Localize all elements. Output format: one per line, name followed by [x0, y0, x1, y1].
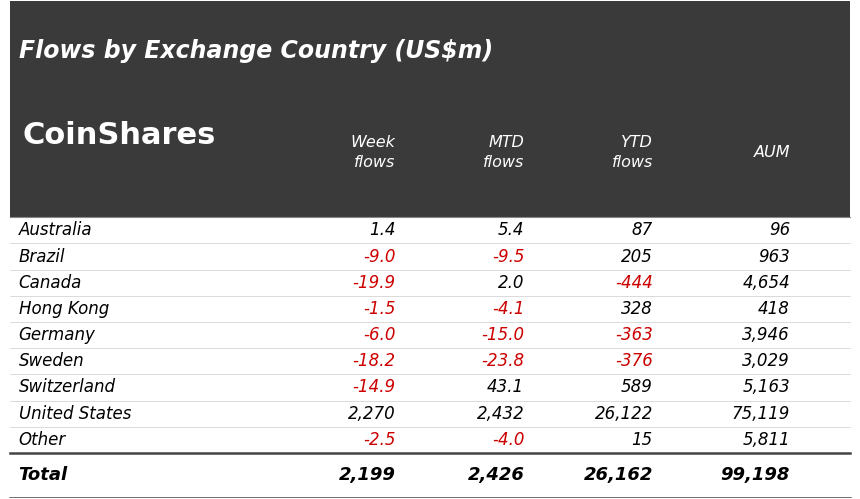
Text: 205: 205 — [621, 248, 653, 265]
Text: 2,270: 2,270 — [348, 405, 396, 423]
Text: Other: Other — [19, 431, 65, 449]
Text: Germany: Germany — [19, 326, 95, 344]
Text: -2.5: -2.5 — [363, 431, 396, 449]
Text: -1.5: -1.5 — [363, 300, 396, 318]
Text: -15.0: -15.0 — [481, 326, 525, 344]
Text: -6.0: -6.0 — [363, 326, 396, 344]
Text: -9.5: -9.5 — [492, 248, 525, 265]
Text: 15: 15 — [631, 431, 653, 449]
Text: AUM: AUM — [753, 145, 790, 160]
Text: United States: United States — [19, 405, 131, 423]
Text: 2,426: 2,426 — [468, 466, 525, 485]
Text: 96: 96 — [769, 222, 790, 240]
Text: 26,122: 26,122 — [594, 405, 653, 423]
Text: 589: 589 — [621, 378, 653, 397]
Text: 4,654: 4,654 — [742, 274, 790, 292]
Text: 5.4: 5.4 — [498, 222, 525, 240]
Text: 75,119: 75,119 — [732, 405, 790, 423]
Text: -18.2: -18.2 — [353, 352, 396, 370]
Text: -23.8: -23.8 — [481, 352, 525, 370]
Text: 43.1: 43.1 — [487, 378, 525, 397]
Text: Switzerland: Switzerland — [19, 378, 115, 397]
Text: Flows by Exchange Country (US$m): Flows by Exchange Country (US$m) — [19, 38, 493, 62]
Text: -14.9: -14.9 — [353, 378, 396, 397]
Text: 3,029: 3,029 — [742, 352, 790, 370]
Text: YTD
flows: YTD flows — [611, 135, 653, 170]
Text: 1.4: 1.4 — [369, 222, 396, 240]
Text: MTD
flows: MTD flows — [483, 135, 525, 170]
Text: 5,811: 5,811 — [742, 431, 790, 449]
Bar — [10, 1, 850, 217]
Text: -9.0: -9.0 — [363, 248, 396, 265]
Text: 963: 963 — [759, 248, 790, 265]
Text: 2,199: 2,199 — [339, 466, 396, 485]
Text: 87: 87 — [631, 222, 653, 240]
Text: -444: -444 — [615, 274, 653, 292]
Text: 328: 328 — [621, 300, 653, 318]
Text: -363: -363 — [615, 326, 653, 344]
Text: 5,163: 5,163 — [742, 378, 790, 397]
Text: 26,162: 26,162 — [583, 466, 653, 485]
Text: Sweden: Sweden — [19, 352, 84, 370]
Text: -4.0: -4.0 — [492, 431, 525, 449]
Text: Total: Total — [19, 466, 68, 485]
Text: 99,198: 99,198 — [721, 466, 790, 485]
Text: CoinShares: CoinShares — [23, 121, 216, 150]
Text: 2,432: 2,432 — [476, 405, 525, 423]
Text: -376: -376 — [615, 352, 653, 370]
Text: -4.1: -4.1 — [492, 300, 525, 318]
Text: Australia: Australia — [19, 222, 92, 240]
Text: -19.9: -19.9 — [353, 274, 396, 292]
Text: 418: 418 — [759, 300, 790, 318]
Text: Week
flows: Week flows — [351, 135, 396, 170]
Text: Canada: Canada — [19, 274, 82, 292]
Text: 2.0: 2.0 — [498, 274, 525, 292]
Text: 3,946: 3,946 — [742, 326, 790, 344]
Text: Hong Kong: Hong Kong — [19, 300, 108, 318]
Text: Brazil: Brazil — [19, 248, 65, 265]
